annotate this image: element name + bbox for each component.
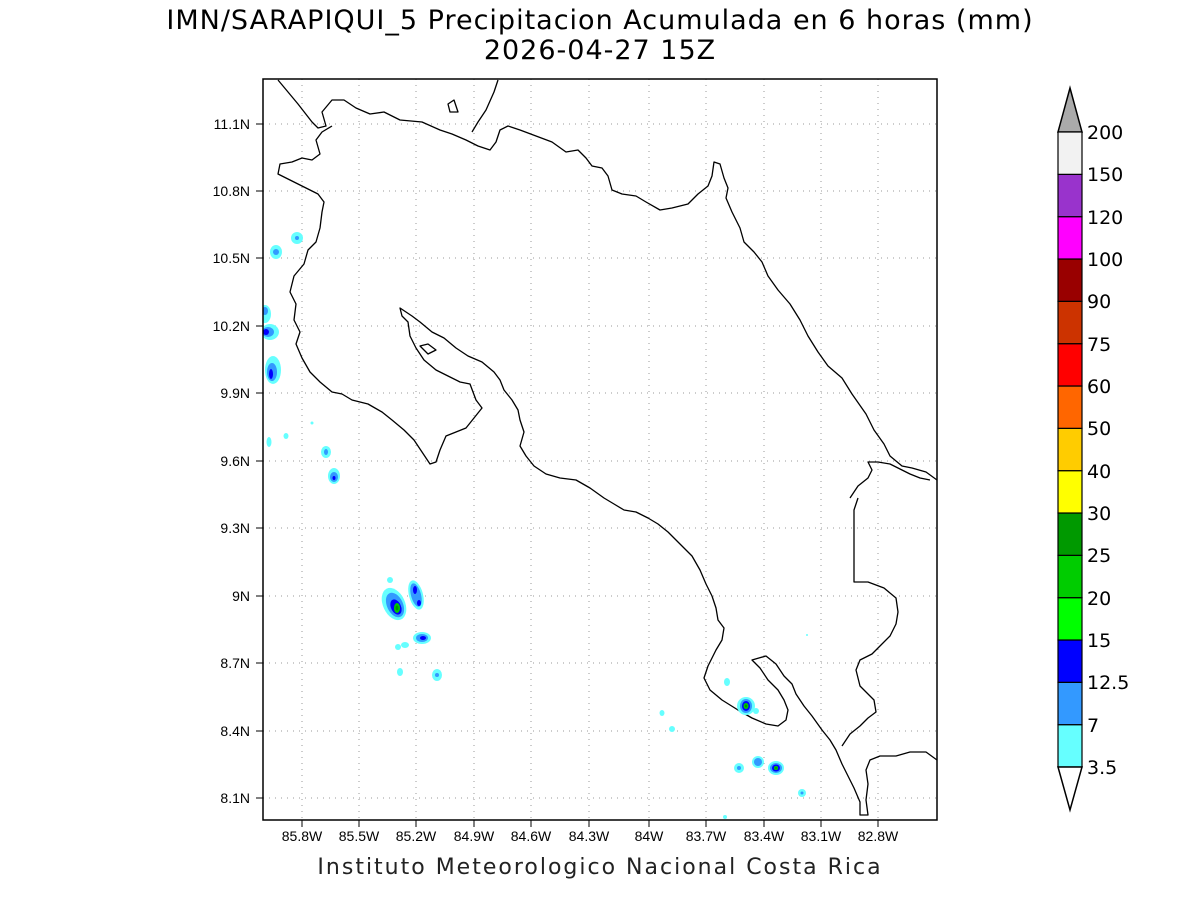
colorbar-swatch [1057,427,1083,472]
colorbar-label: 60 [1087,376,1111,398]
colorbar-label: 50 [1087,418,1111,440]
lat-label: 8.1N [220,790,250,806]
lat-label: 10.2N [213,318,250,334]
colorbar-swatch [1057,470,1083,514]
lat-label: 8.7N [220,655,250,671]
lat-label: 9.6N [220,453,250,469]
footer-credit: Instituto Meteorologico Nacional Costa R… [317,855,883,880]
colorbar-bottom-arrow [1057,766,1083,813]
lat-label: 9.9N [220,385,250,401]
colorbar-label: 12.5 [1087,672,1129,694]
colorbar-label: 30 [1087,503,1111,525]
longitude-labels: 85.8W 85.5W 85.2W 84.9W 84.6W 84.3W 84W … [282,820,899,844]
colorbar-swatch [1057,724,1083,768]
colorbar-label: 40 [1087,461,1111,483]
colorbar-swatch [1057,597,1083,641]
lat-label: 10.5N [213,250,250,266]
lon-label: 84.6W [511,828,552,844]
precipitation-field [263,232,808,819]
colorbar-label: 200 [1087,122,1123,144]
colorbar-label: 25 [1087,545,1111,567]
lon-label: 84.3W [569,828,610,844]
colorbar: 200 150 120 100 90 75 60 50 40 30 25 20 … [1057,85,1129,813]
colorbar-swatch [1057,385,1083,429]
colorbar-label: 75 [1087,334,1111,356]
colorbar-swatch [1057,131,1083,175]
colorbar-label: 15 [1087,630,1111,652]
colorbar-swatch [1057,300,1083,345]
grid-lines [263,79,937,820]
lon-label: 84.9W [454,828,495,844]
colorbar-label: 100 [1087,249,1123,271]
lat-label: 10.8N [213,183,250,199]
lat-label: 9.3N [220,520,250,536]
colorbar-label: 90 [1087,291,1111,313]
colorbar-swatch [1057,173,1083,218]
colorbar-label: 150 [1087,164,1123,186]
colorbar-label: 7 [1087,715,1099,737]
colorbar-swatch [1057,681,1083,726]
colorbar-swatch [1057,216,1083,260]
latitude-labels: 11.1N 10.8N 10.5N 10.2N 9.9N 9.6N 9.3N 9… [213,116,263,806]
colorbar-swatch [1057,258,1083,302]
colorbar-swatch [1057,639,1083,683]
lon-label: 85.8W [282,828,323,844]
colorbar-swatch [1057,554,1083,599]
colorbar-swatch [1057,343,1083,387]
colorbar-label: 3.5 [1087,757,1117,779]
map-frame [262,78,938,821]
lon-label: 83.4W [744,828,785,844]
colorbar-top-arrow [1057,85,1083,133]
colorbar-swatch [1057,512,1083,556]
lon-label: 85.2W [396,828,437,844]
map-title: IMN/SARAPIQUI_5 Precipitacion Acumulada … [166,5,1034,36]
lat-label: 11.1N [214,116,250,132]
lat-label: 9N [232,588,250,604]
map-subtitle: 2026-04-27 15Z [483,35,717,66]
lon-label: 82.8W [858,828,899,844]
coastline [277,79,937,816]
lat-label: 8.4N [220,723,250,739]
colorbar-label: 120 [1087,207,1123,229]
lon-label: 83.7W [686,828,727,844]
lon-label: 83.1W [801,828,842,844]
colorbar-label: 20 [1087,588,1111,610]
colorbar-swatches [1057,131,1083,768]
lon-label: 84W [635,828,665,844]
lon-label: 85.5W [339,828,380,844]
